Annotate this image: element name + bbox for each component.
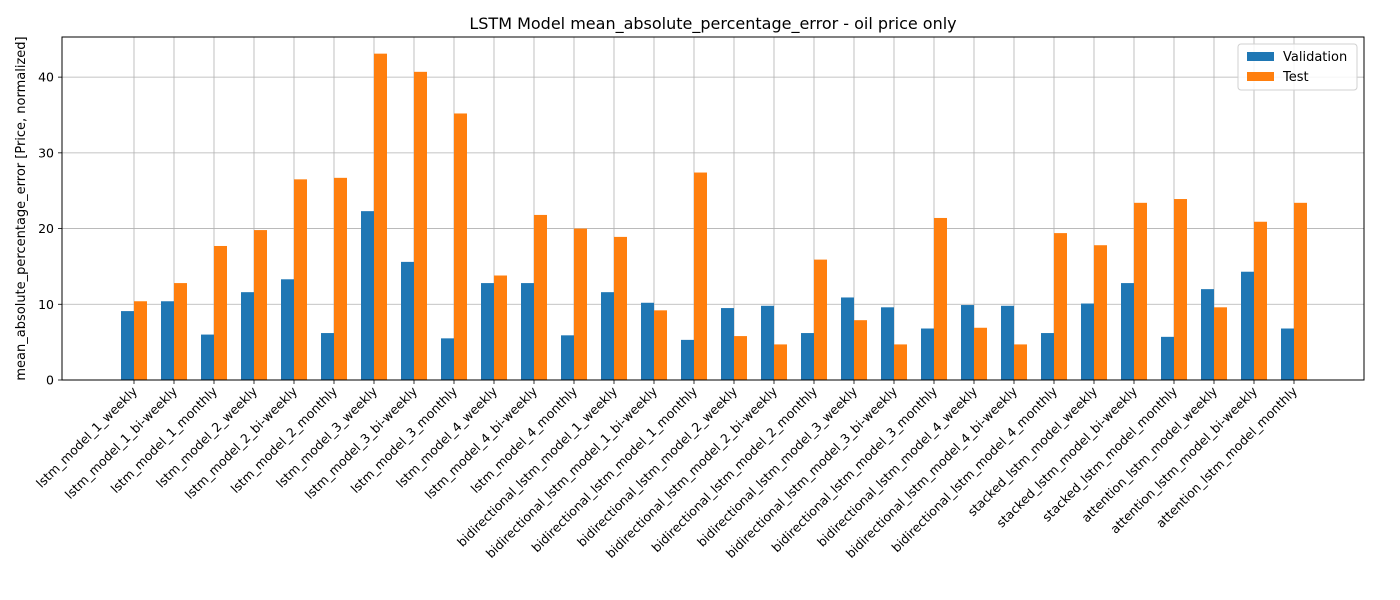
- chart-title: LSTM Model mean_absolute_percentage_erro…: [469, 14, 956, 34]
- bar-validation: [281, 279, 294, 380]
- bar-validation: [681, 339, 694, 380]
- bar-validation: [921, 328, 934, 380]
- bar-validation: [1281, 328, 1294, 380]
- bar-validation: [1121, 283, 1134, 380]
- bar-test: [734, 336, 747, 380]
- bar-validation: [161, 301, 174, 380]
- y-tick-label: 20: [38, 221, 54, 236]
- bar-test: [614, 236, 627, 380]
- legend-label: Test: [1282, 70, 1309, 85]
- bar-validation: [1041, 333, 1054, 380]
- bar-validation: [1241, 271, 1254, 380]
- bar-test: [694, 172, 707, 380]
- bar-validation: [441, 338, 454, 380]
- bar-test: [1134, 202, 1147, 380]
- y-axis-label: mean_absolute_percentage_error [Price, n…: [14, 36, 29, 380]
- bar-validation: [401, 261, 414, 380]
- x-tick-label: attention_lstm_model_bi-weekly: [1107, 383, 1260, 536]
- bar-validation: [561, 335, 574, 380]
- y-axis: 0 10 20 30 40: [38, 70, 62, 388]
- bar-validation: [201, 334, 214, 380]
- bar-validation: [1081, 303, 1094, 380]
- y-tick-label: 0: [46, 373, 54, 388]
- bar-validation: [1201, 289, 1214, 380]
- y-tick-label: 10: [38, 297, 54, 312]
- bar-test: [1054, 233, 1067, 380]
- bar-test: [1214, 307, 1227, 380]
- bar-validation: [641, 302, 654, 380]
- y-tick-label: 40: [38, 70, 54, 85]
- y-tick-label: 30: [38, 145, 54, 160]
- legend-swatch: [1247, 72, 1274, 81]
- bar-test: [1254, 221, 1267, 380]
- legend: Validation Test: [1237, 43, 1358, 91]
- bar-validation: [361, 211, 374, 380]
- bars: [121, 53, 1307, 381]
- bar-validation: [1001, 305, 1014, 380]
- bar-test: [454, 113, 467, 381]
- bar-validation: [601, 292, 614, 380]
- bar-validation: [321, 333, 334, 380]
- bar-validation: [721, 308, 734, 380]
- legend-label: Validation: [1283, 50, 1347, 65]
- bar-test: [974, 327, 987, 380]
- bar-validation: [961, 305, 974, 380]
- bar-test: [494, 275, 507, 380]
- bar-validation: [801, 333, 814, 380]
- bar-validation: [841, 297, 854, 380]
- bar-test: [1294, 202, 1307, 380]
- bar-test: [1014, 344, 1027, 380]
- bar-test: [774, 344, 787, 380]
- bar-test: [334, 177, 347, 380]
- bar-test: [654, 310, 667, 380]
- bar-test: [214, 245, 227, 380]
- bar-validation: [881, 307, 894, 380]
- bar-validation: [241, 292, 254, 380]
- x-axis: lstm_model_1_weeklylstm_model_1_bi-weekl…: [33, 380, 1301, 561]
- bar-validation: [1161, 336, 1174, 380]
- bar-test: [374, 53, 387, 380]
- bar-validation: [761, 305, 774, 380]
- bar-test: [894, 344, 907, 380]
- bar-validation: [521, 283, 534, 380]
- bar-test: [1174, 199, 1187, 380]
- bar-test: [574, 228, 587, 380]
- bar-test: [254, 230, 267, 380]
- plot-frame: [61, 36, 1365, 381]
- bar-test: [854, 320, 867, 380]
- bar-test: [294, 179, 307, 380]
- bar-test: [174, 283, 187, 380]
- bar-validation: [121, 311, 134, 380]
- bar-test: [414, 71, 427, 381]
- bar-validation: [481, 283, 494, 380]
- bar-test: [934, 217, 947, 380]
- bar-test: [814, 259, 827, 380]
- bar-test: [534, 214, 547, 380]
- bar-test: [134, 301, 147, 380]
- bar-test: [1094, 245, 1107, 380]
- legend-swatch: [1247, 52, 1274, 61]
